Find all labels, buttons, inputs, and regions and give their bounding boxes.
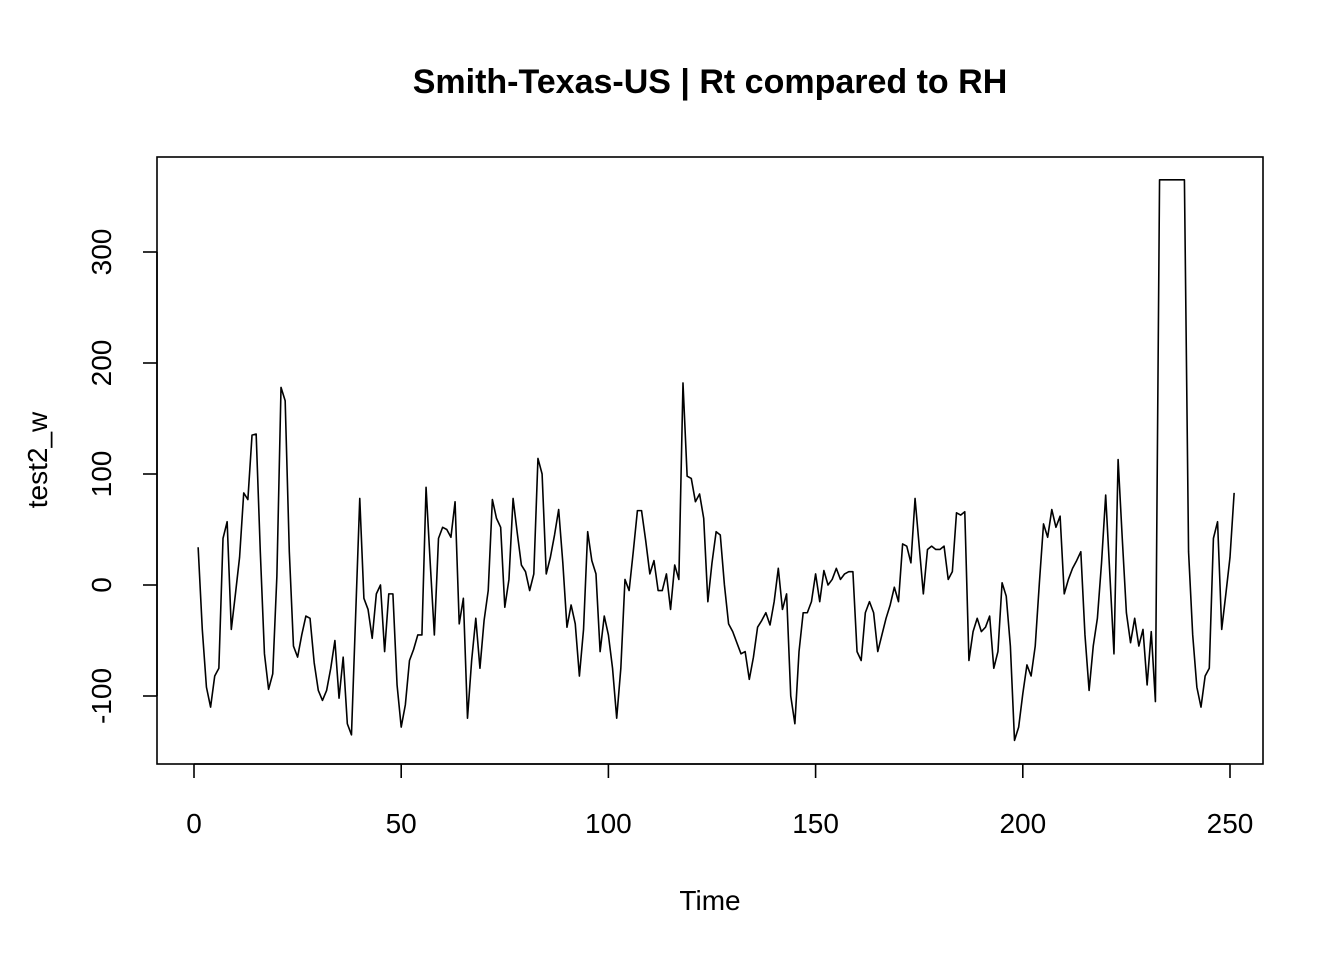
x-tick-label: 100 (585, 808, 632, 839)
x-tick-label: 0 (186, 808, 202, 839)
x-tick-label: 150 (792, 808, 839, 839)
y-tick-label: -100 (86, 668, 117, 724)
x-axis-label: Time (679, 885, 740, 916)
y-tick-label: 200 (86, 340, 117, 387)
y-tick-label: 100 (86, 451, 117, 498)
chart-title: Smith-Texas-US | Rt compared to RH (413, 63, 1008, 101)
x-axis: 0 50 100 150 200 250 (186, 763, 1254, 839)
y-tick-label: 300 (86, 229, 117, 276)
y-axis-label: test2_w (22, 411, 53, 508)
y-axis: -100 0 100 200 300 (86, 229, 158, 724)
x-tick-label: 50 (386, 808, 417, 839)
series-line-test2_w (197, 179, 1235, 742)
x-tick-label: 250 (1207, 808, 1254, 839)
y-tick-label: 0 (86, 577, 117, 593)
plot-frame (156, 156, 1264, 765)
x-tick-label: 200 (999, 808, 1046, 839)
